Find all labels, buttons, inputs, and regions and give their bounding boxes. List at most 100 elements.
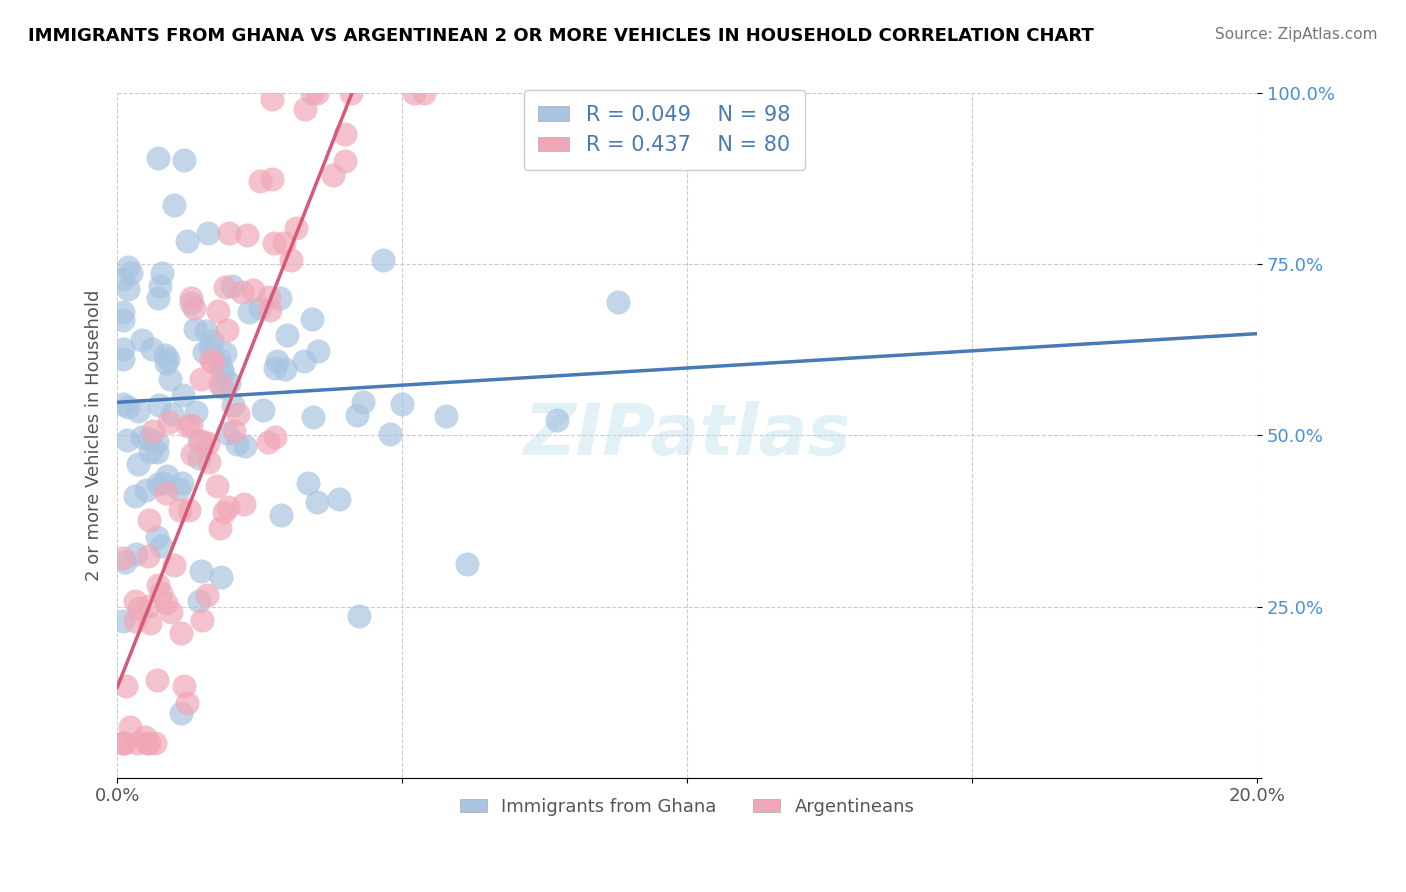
Point	[328, 492, 350, 507]
Point	[180, 291, 202, 305]
Point	[402, 87, 425, 101]
Point	[148, 477, 170, 491]
Point	[259, 303, 281, 318]
Point	[157, 416, 180, 430]
Point	[208, 376, 231, 391]
Point	[160, 605, 183, 619]
Point	[111, 736, 134, 750]
Point	[197, 227, 219, 241]
Point	[270, 508, 292, 522]
Point	[215, 425, 238, 440]
Point	[218, 376, 240, 390]
Point	[378, 427, 401, 442]
Point	[155, 596, 177, 610]
Point	[346, 408, 368, 422]
Text: Source: ZipAtlas.com: Source: ZipAtlas.com	[1215, 27, 1378, 42]
Point	[197, 436, 219, 450]
Point	[257, 290, 280, 304]
Point	[202, 354, 225, 368]
Point	[118, 721, 141, 735]
Point	[127, 736, 149, 750]
Point	[141, 343, 163, 357]
Point	[191, 613, 214, 627]
Point	[434, 409, 457, 424]
Point	[200, 353, 222, 368]
Point	[208, 352, 231, 367]
Point	[114, 555, 136, 569]
Point	[307, 343, 329, 358]
Point	[232, 497, 254, 511]
Point	[188, 450, 211, 465]
Point	[139, 615, 162, 630]
Point	[333, 154, 356, 169]
Point	[111, 614, 134, 628]
Point	[111, 271, 134, 285]
Point	[124, 593, 146, 607]
Point	[149, 278, 172, 293]
Point	[257, 435, 280, 450]
Point	[340, 87, 363, 101]
Point	[301, 312, 323, 326]
Point	[242, 283, 264, 297]
Point	[214, 345, 236, 359]
Y-axis label: 2 or more Vehicles in Household: 2 or more Vehicles in Household	[86, 290, 103, 582]
Point	[127, 457, 149, 471]
Point	[112, 736, 135, 750]
Point	[170, 476, 193, 491]
Point	[195, 324, 218, 338]
Point	[146, 578, 169, 592]
Point	[153, 348, 176, 362]
Point	[155, 486, 177, 500]
Point	[252, 402, 274, 417]
Point	[260, 92, 283, 106]
Point	[190, 434, 212, 448]
Point	[111, 397, 134, 411]
Point	[135, 483, 157, 498]
Text: ZIPatlas: ZIPatlas	[523, 401, 851, 470]
Point	[218, 226, 240, 240]
Point	[134, 730, 156, 744]
Point	[294, 102, 316, 116]
Point	[188, 434, 211, 448]
Point	[124, 614, 146, 628]
Point	[190, 564, 212, 578]
Point	[146, 291, 169, 305]
Point	[111, 736, 134, 750]
Point	[125, 547, 148, 561]
Point	[163, 558, 186, 573]
Point	[195, 588, 218, 602]
Point	[352, 395, 374, 409]
Point	[302, 409, 325, 424]
Point	[169, 503, 191, 517]
Point	[207, 304, 229, 318]
Point	[413, 87, 436, 101]
Point	[307, 87, 329, 101]
Point	[149, 585, 172, 599]
Point	[217, 500, 239, 514]
Text: IMMIGRANTS FROM GHANA VS ARGENTINEAN 2 OR MORE VEHICLES IN HOUSEHOLD CORRELATION: IMMIGRANTS FROM GHANA VS ARGENTINEAN 2 O…	[28, 27, 1094, 45]
Point	[226, 407, 249, 421]
Point	[117, 282, 139, 296]
Point	[226, 437, 249, 451]
Point	[127, 404, 149, 418]
Point	[111, 342, 134, 356]
Point	[333, 127, 356, 141]
Point	[266, 353, 288, 368]
Point	[111, 304, 134, 318]
Point	[131, 334, 153, 348]
Point	[391, 397, 413, 411]
Point	[145, 434, 167, 449]
Point	[159, 372, 181, 386]
Point	[115, 434, 138, 448]
Point	[198, 340, 221, 354]
Point	[297, 475, 319, 490]
Point	[173, 153, 195, 168]
Point	[172, 388, 194, 402]
Point	[177, 503, 200, 517]
Point	[269, 291, 291, 305]
Point	[136, 549, 159, 563]
Point	[183, 301, 205, 315]
Point	[606, 294, 628, 309]
Point	[169, 625, 191, 640]
Point	[156, 351, 179, 366]
